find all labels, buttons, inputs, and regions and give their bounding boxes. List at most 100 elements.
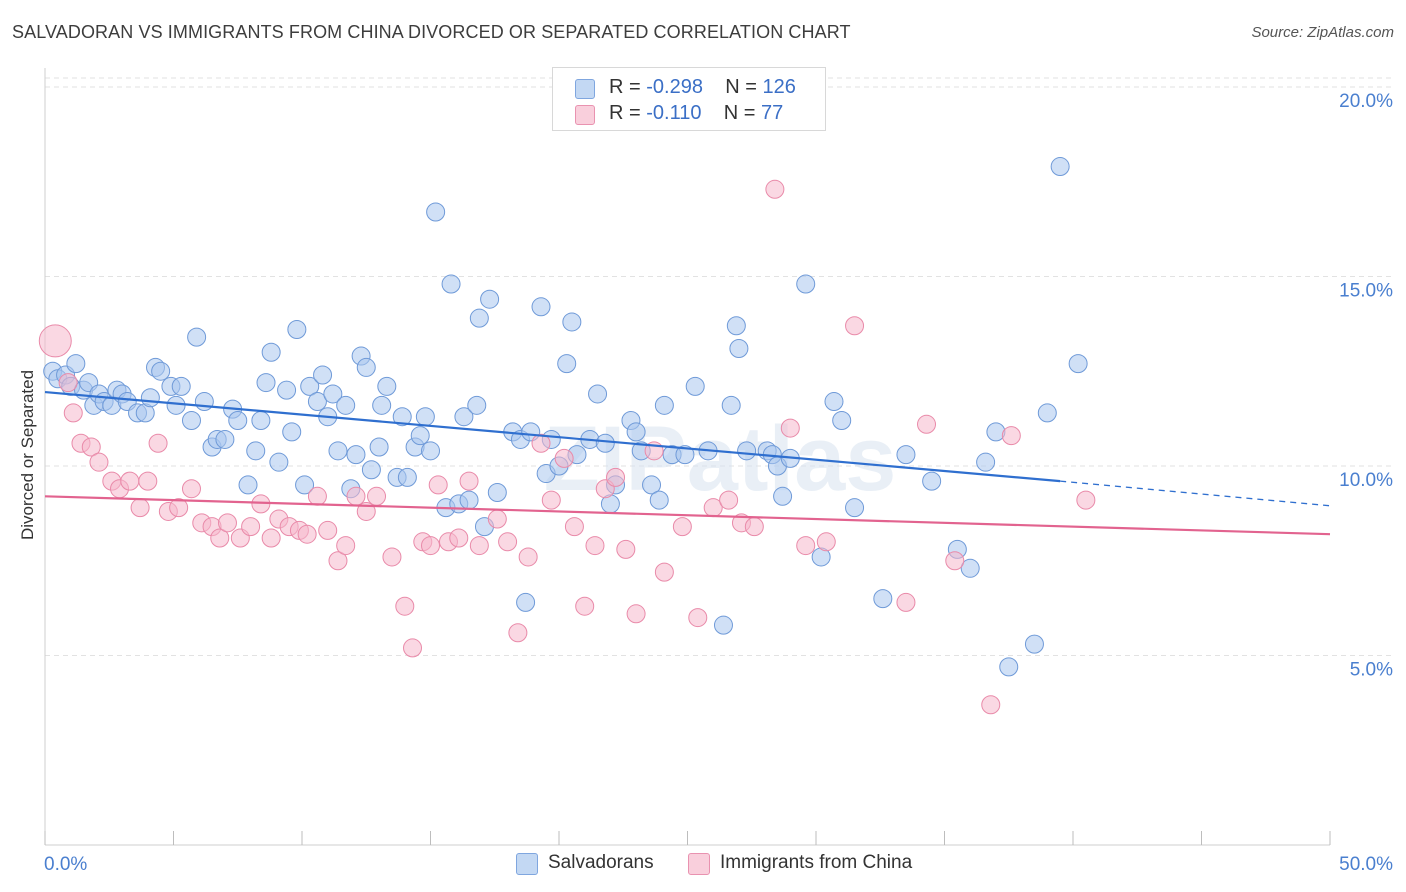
point-china xyxy=(744,517,764,537)
point-china xyxy=(719,490,739,510)
point-salvadorans xyxy=(922,471,942,491)
point-china xyxy=(1001,426,1021,446)
point-salvadorans xyxy=(588,384,608,404)
y-axis-label: Divorced or Separated xyxy=(18,370,37,540)
point-salvadorans xyxy=(721,395,741,415)
point-china xyxy=(217,513,237,533)
point-china xyxy=(616,539,636,559)
point-china xyxy=(307,486,327,506)
point-china xyxy=(688,608,708,628)
point-salvadorans xyxy=(467,395,487,415)
point-salvadorans xyxy=(336,395,356,415)
point-salvadorans xyxy=(66,354,86,374)
point-china xyxy=(981,695,1001,715)
point-salvadorans xyxy=(377,376,397,396)
point-salvadorans xyxy=(238,475,258,495)
point-china xyxy=(395,596,415,616)
point-salvadorans xyxy=(713,615,733,635)
point-china xyxy=(346,486,366,506)
bottom-legend-swatch-china xyxy=(688,853,710,875)
source-label: Source: ZipAtlas.com xyxy=(1251,24,1394,41)
point-salvadorans xyxy=(642,475,662,495)
point-china xyxy=(780,418,800,438)
point-salvadorans xyxy=(1024,634,1044,654)
point-china xyxy=(498,532,518,552)
point-salvadorans xyxy=(487,483,507,503)
point-china xyxy=(297,524,317,544)
y-tick-label: 20.0% xyxy=(1339,91,1393,112)
point-china xyxy=(585,536,605,556)
point-salvadorans xyxy=(1050,157,1070,177)
point-salvadorans xyxy=(194,392,214,412)
point-salvadorans xyxy=(773,486,793,506)
point-salvadorans xyxy=(469,308,489,328)
legend-text-china: R = -0.110 N = 77 xyxy=(609,102,784,124)
point-china xyxy=(796,536,816,556)
point-salvadorans xyxy=(256,373,276,393)
point-salvadorans xyxy=(685,376,705,396)
point-salvadorans xyxy=(372,395,392,415)
point-salvadorans xyxy=(397,467,417,487)
point-china xyxy=(672,517,692,537)
point-salvadorans xyxy=(151,361,171,381)
point-china xyxy=(181,479,201,499)
point-salvadorans xyxy=(415,407,435,427)
tick-labels: 5.0% 10.0% 15.0% 20.0% 0.0% 50.0% xyxy=(44,91,1393,875)
point-salvadorans xyxy=(459,490,479,510)
point-salvadorans xyxy=(282,422,302,442)
point-salvadorans xyxy=(410,426,430,446)
point-china xyxy=(606,467,626,487)
point-salvadorans xyxy=(1068,354,1088,374)
point-salvadorans xyxy=(960,558,980,578)
chart-title: SALVADORAN VS IMMIGRANTS FROM CHINA DIVO… xyxy=(12,22,851,42)
legend-n-value: 77 xyxy=(760,102,784,124)
trend-line-china xyxy=(44,495,1331,536)
point-china xyxy=(765,179,785,199)
point-salvadorans xyxy=(562,312,582,332)
point-china xyxy=(261,528,281,548)
y-tick-label: 10.0% xyxy=(1339,470,1393,491)
point-china xyxy=(564,517,584,537)
point-china xyxy=(421,536,440,556)
point-salvadorans xyxy=(726,316,746,336)
point-salvadorans xyxy=(269,452,289,472)
point-china xyxy=(130,498,150,518)
point-china xyxy=(210,528,230,548)
legend-swatch-salvadorans xyxy=(575,79,595,99)
point-china xyxy=(1076,490,1096,510)
point-china xyxy=(575,596,595,616)
legend-text-salvadorans: R = -0.298 N = 126 xyxy=(609,76,796,98)
point-salvadorans xyxy=(356,357,376,377)
point-salvadorans xyxy=(251,410,271,430)
trend-line-salvadorans xyxy=(44,390,1061,483)
point-china xyxy=(63,403,83,423)
legend-r-value: -0.110 xyxy=(646,102,702,124)
point-salvadorans xyxy=(737,441,757,461)
legend-n-value: 126 xyxy=(762,76,796,98)
point-china xyxy=(336,536,356,556)
point-china xyxy=(626,604,646,624)
trend-lines xyxy=(44,390,1331,536)
point-china xyxy=(449,528,469,548)
point-salvadorans xyxy=(426,202,446,222)
point-salvadorans xyxy=(441,274,461,294)
point-salvadorans xyxy=(421,441,440,461)
point-salvadorans xyxy=(171,376,191,396)
point-china xyxy=(428,475,448,495)
point-china xyxy=(382,547,402,567)
bottom-legend-swatch-salvadorans xyxy=(516,853,538,875)
point-china xyxy=(945,551,965,571)
point-salvadorans xyxy=(392,407,412,427)
point-salvadorans xyxy=(307,392,327,412)
point-salvadorans xyxy=(976,452,996,472)
point-china xyxy=(654,562,674,582)
point-china xyxy=(531,433,551,453)
point-salvadorans xyxy=(181,410,201,430)
point-salvadorans xyxy=(313,365,333,385)
point-china xyxy=(318,520,338,540)
point-salvadorans xyxy=(832,410,852,430)
legend-r-value: -0.298 xyxy=(646,76,703,98)
point-china xyxy=(89,452,109,472)
x-tick-label: 0.0% xyxy=(44,854,87,875)
point-china xyxy=(169,498,189,518)
